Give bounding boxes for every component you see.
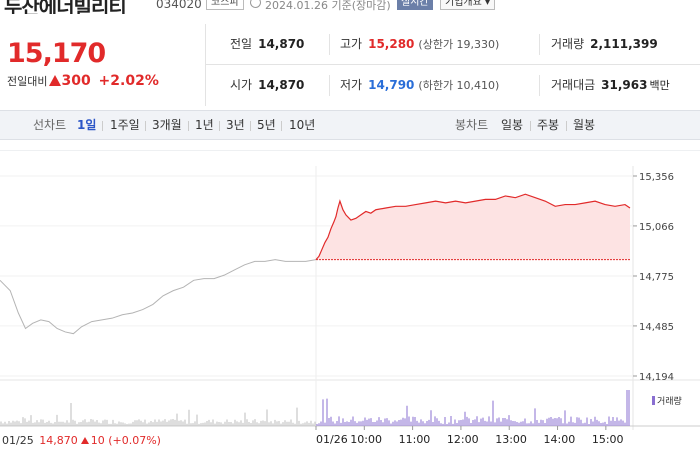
lower-limit: (하한가 10,410) <box>418 79 500 92</box>
prev-close-value: 14,870 <box>258 37 305 51</box>
change-percent: +2.02% <box>98 73 159 89</box>
x-tick-label: 01/26 <box>316 433 348 446</box>
y-tick-label: 14,485 <box>639 322 674 333</box>
x-tick-label: 11:00 <box>399 433 431 446</box>
candle-daily[interactable]: 일봉 <box>501 118 524 132</box>
high-cell: 고가 15,280 (상한가 19,330) <box>340 24 499 65</box>
prev-close-cell: 전일 14,870 <box>230 24 304 65</box>
chevron-down-icon: ▾ <box>485 0 491 8</box>
high-label: 고가 <box>340 37 363 51</box>
open-cell: 시가 14,870 <box>230 65 304 106</box>
open-label: 시가 <box>230 78 253 92</box>
period-1w[interactable]: 1주일 <box>110 118 140 132</box>
amount-cell: 거래대금 31,963 백만 <box>551 65 670 106</box>
line-chart-label: 선차트 <box>33 118 67 132</box>
chart-svg: 15,356 15,066 14,775 14,485 14,194 01/26 10:00… <box>0 150 700 446</box>
upper-limit: (상한가 19,330) <box>418 38 500 51</box>
volume-legend: 거래량 <box>652 394 682 407</box>
price-change: 전일대비 300 +2.02% <box>7 73 159 89</box>
prev-day-summary: 01/25 14,870 10 (+0.07%) <box>2 434 161 447</box>
market-badge: 코스피 <box>206 0 244 10</box>
prev-close-label: 전일 <box>230 37 253 51</box>
x-tick-label: 10:00 <box>350 433 382 446</box>
info-row-bottom: 시가 14,870 저가 14,790 (하한가 10,410) 거래대금 31,963… <box>206 65 700 106</box>
period-1y[interactable]: 1년 <box>195 118 214 132</box>
y-tick-label: 14,194 <box>639 372 674 383</box>
volume-swatch <box>652 396 655 405</box>
volume-label: 거래량 <box>551 37 585 51</box>
chart-toolbar: 선차트 1일 1주일 3개월 1년 3년 5년 10년 봉차트 일봉 주봉 월봉 <box>0 110 700 140</box>
period-3y[interactable]: 3년 <box>226 118 245 132</box>
prev-day-change-pct: (+0.07%) <box>108 434 161 447</box>
volume-value: 2,111,399 <box>590 37 658 51</box>
stock-header: 두산에너빌리티 034020 코스피 2024.01.26 기준(장마감) 실시… <box>0 0 700 14</box>
company-info-button[interactable]: 기업개요 ▾ <box>440 0 496 10</box>
price-panel: 15,170 전일대비 300 +2.02% <box>0 24 205 106</box>
period-1d[interactable]: 1일 <box>77 118 97 132</box>
stock-code: 034020 <box>156 0 202 11</box>
x-tick-label: 12:00 <box>447 433 479 446</box>
today-price-line <box>315 193 631 261</box>
amount-value: 31,963 <box>601 78 648 92</box>
realtime-button[interactable]: 실시간 <box>397 0 433 10</box>
y-tick-label: 15,356 <box>639 172 674 183</box>
amount-label: 거래대금 <box>551 78 596 92</box>
prev-day-change: 10 <box>90 434 105 447</box>
prev-day-close: 14,870 <box>39 434 78 447</box>
x-tick-label: 14:00 <box>544 433 576 446</box>
period-5y[interactable]: 5년 <box>257 118 276 132</box>
high-value: 15,280 <box>368 37 415 51</box>
open-value: 14,870 <box>258 78 305 92</box>
candle-chart-label: 봉차트 <box>455 118 489 132</box>
prev-day-date: 01/25 <box>2 434 34 447</box>
volume-cell: 거래량 2,111,399 <box>551 24 658 65</box>
x-tick-label: 13:00 <box>495 433 527 446</box>
period-10y[interactable]: 10년 <box>289 118 316 132</box>
y-tick-label: 14,775 <box>639 272 674 283</box>
x-tick-label: 15:00 <box>592 433 624 446</box>
current-price: 15,170 <box>7 38 106 69</box>
intraday-chart[interactable]: 15,356 15,066 14,775 14,485 14,194 01/26 10:00… <box>0 150 700 450</box>
info-row-top: 전일 14,870 고가 15,280 (상한가 19,330) 거래량 2,111,3… <box>206 24 700 65</box>
candle-monthly[interactable]: 월봉 <box>573 118 596 132</box>
compare-label: 전일대비 <box>7 75 48 88</box>
y-tick-label: 15,066 <box>639 222 674 233</box>
period-3m[interactable]: 3개월 <box>152 118 182 132</box>
date-basis: 2024.01.26 기준(장마감) <box>265 0 391 12</box>
amount-unit: 백만 <box>649 79 670 92</box>
company-info-label: 기업개요 <box>445 0 482 8</box>
prev-day-line <box>0 259 317 335</box>
change-value: 300 <box>61 73 91 89</box>
up-triangle-icon <box>49 75 62 86</box>
clock-icon <box>250 0 261 8</box>
candle-weekly[interactable]: 주봉 <box>537 118 560 132</box>
low-value: 14,790 <box>368 78 415 92</box>
small-up-triangle-icon <box>80 437 89 444</box>
volume-legend-label: 거래량 <box>657 397 682 407</box>
low-cell: 저가 14,790 (하한가 10,410) <box>340 65 499 106</box>
low-label: 저가 <box>340 78 363 92</box>
stock-name[interactable]: 두산에너빌리티 <box>4 0 127 14</box>
today-area-fill <box>316 194 630 260</box>
price-info-table: 전일 14,870 고가 15,280 (상한가 19,330) 거래량 2,111,3… <box>205 24 700 106</box>
